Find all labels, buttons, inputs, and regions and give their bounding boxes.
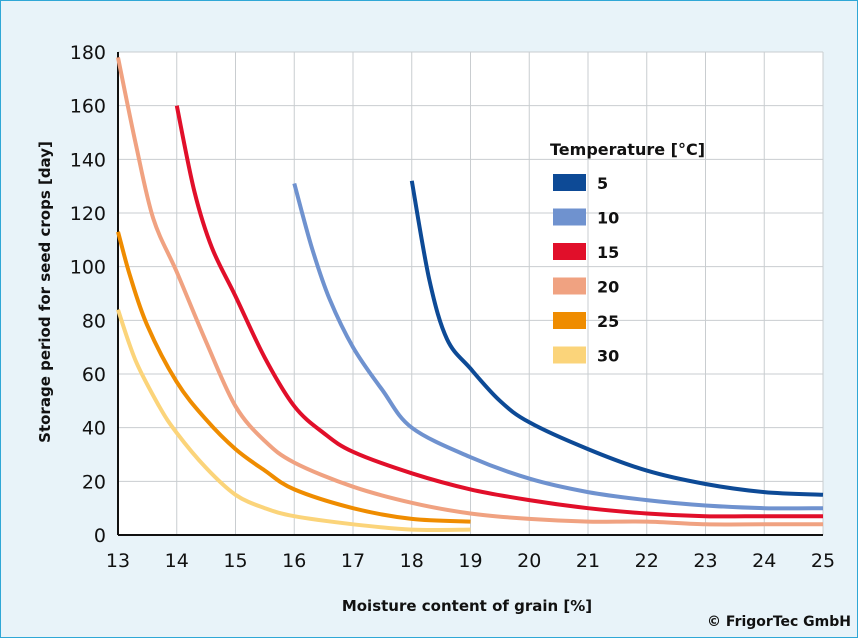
y-tick-label: 140 bbox=[70, 149, 106, 171]
legend-label-30: 30 bbox=[597, 347, 619, 366]
legend-swatch-25 bbox=[553, 312, 586, 329]
x-tick-label: 21 bbox=[576, 550, 600, 572]
copyright-notice: © FrigorTec GmbH bbox=[707, 614, 851, 630]
legend-label-5: 5 bbox=[597, 174, 608, 193]
y-tick-label: 20 bbox=[82, 471, 106, 493]
y-tick-label: 160 bbox=[70, 96, 106, 118]
x-tick-label: 18 bbox=[400, 550, 424, 572]
x-tick-labels: 13 14 15 16 17 18 19 20 21 22 23 24 25 bbox=[106, 550, 835, 572]
series-line-20 bbox=[116, 57, 823, 527]
x-tick-label: 20 bbox=[517, 550, 541, 572]
x-tick-label: 19 bbox=[458, 550, 482, 572]
series-line-10 bbox=[292, 182, 824, 511]
series-line-30 bbox=[116, 308, 471, 532]
grid bbox=[117, 51, 824, 536]
x-tick-label: 25 bbox=[811, 550, 835, 572]
legend-swatch-30 bbox=[553, 346, 586, 364]
legend-swatch-20 bbox=[553, 277, 586, 295]
legend-title: Temperature [°C] bbox=[550, 140, 705, 159]
y-axis-label: Storage period for seed crops [day] bbox=[36, 141, 54, 443]
x-tick-label: 13 bbox=[106, 550, 130, 572]
x-tick-label: 23 bbox=[693, 550, 717, 572]
x-tick-label: 16 bbox=[282, 550, 306, 572]
x-tick-label: 15 bbox=[223, 550, 247, 572]
y-tick-label: 180 bbox=[70, 42, 106, 64]
series-lines bbox=[116, 57, 824, 532]
series-line-15 bbox=[174, 105, 823, 519]
legend-label-20: 20 bbox=[597, 278, 619, 297]
x-tick-label: 22 bbox=[635, 550, 659, 572]
x-tick-label: 17 bbox=[341, 550, 365, 572]
series-line-25 bbox=[116, 231, 471, 524]
legend-swatch-10 bbox=[553, 208, 586, 226]
y-tick-labels: 0 20 40 60 80 100 120 140 160 180 bbox=[70, 42, 106, 547]
y-tick-label: 80 bbox=[82, 310, 106, 332]
y-tick-label: 100 bbox=[70, 257, 106, 279]
legend-label-15: 15 bbox=[597, 243, 619, 262]
y-tick-label: 0 bbox=[94, 525, 106, 547]
x-tick-label: 24 bbox=[752, 550, 776, 572]
legend: Temperature [°C] 5 10 15 20 25 30 bbox=[550, 140, 705, 366]
y-tick-label: 120 bbox=[70, 203, 106, 225]
legend-label-25: 25 bbox=[597, 312, 619, 331]
x-tick-label: 14 bbox=[165, 550, 189, 572]
y-tick-label: 40 bbox=[82, 418, 106, 440]
series-line-5 bbox=[409, 180, 824, 497]
axes bbox=[117, 52, 823, 536]
legend-swatch-15 bbox=[553, 243, 586, 260]
x-axis-label: Moisture content of grain [%] bbox=[342, 597, 592, 615]
legend-label-10: 10 bbox=[597, 209, 619, 228]
y-tick-label: 60 bbox=[82, 364, 106, 386]
legend-swatch-5 bbox=[553, 174, 586, 191]
